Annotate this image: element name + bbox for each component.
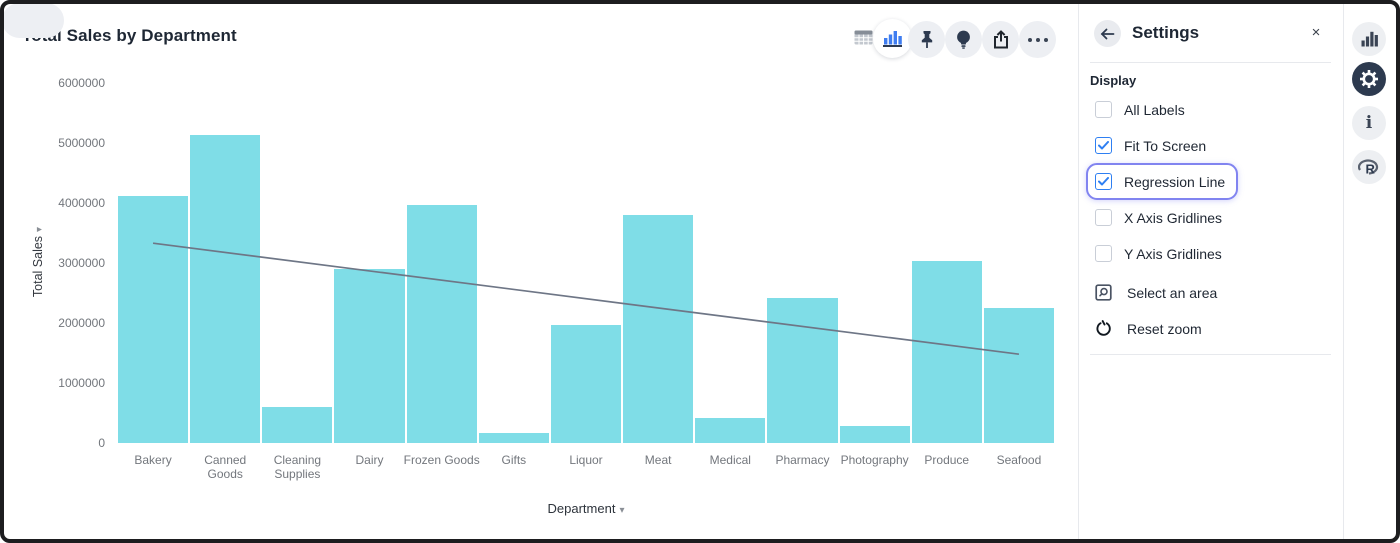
reset-zoom-button[interactable]: Reset zoom [1095,320,1202,337]
x-axis-title-text: Department [547,501,616,516]
info-panel-button[interactable]: i [1352,106,1386,140]
bar-liquor[interactable] [550,324,622,443]
chart-panel-button[interactable] [1352,22,1386,56]
settings-footer-divider [1090,354,1331,355]
settings-panel-title: Settings [1132,23,1200,42]
chart-icon [1361,31,1378,47]
x-tick-label: Frozen Goods [403,453,480,467]
x-tick-label: Liquor [569,453,603,467]
bar-cleaning-supplies[interactable] [262,407,333,443]
x-tick-label: Canned Goods [204,453,247,481]
pin-icon [921,31,932,48]
x-tick-label: Dairy [355,453,384,467]
x-tick-label: Produce [924,453,970,467]
caret-down-icon: ▾ [619,505,625,516]
ellipsis-icon [1027,37,1048,42]
y-tick-label: 5000000 [58,136,105,150]
bar-produce[interactable] [911,261,982,443]
info-icon: i [1365,113,1373,133]
bar-pharmacy[interactable] [767,297,838,443]
y-tick-label: 0 [98,436,105,450]
x-tick-label: Gifts [501,453,527,467]
bar-chart-icon [883,31,902,47]
strip-divider [1343,4,1344,539]
x-tick-label: Bakery [134,453,172,467]
lightbulb-icon [957,30,970,49]
caret-down-icon: ▾ [34,226,45,232]
view-toggle [2,3,64,38]
bar-canned-goods[interactable] [190,135,261,443]
panel-divider [1078,4,1079,539]
checkbox-label: Regression Line [1124,173,1226,190]
select-area-button[interactable]: Select an area [1095,284,1217,301]
share-button[interactable] [982,21,1019,58]
checkbox-checked[interactable] [1095,137,1112,154]
reset-zoom-icon [1096,320,1111,336]
checkbox-unchecked[interactable] [1095,209,1112,226]
checkbox-checked[interactable] [1095,173,1112,190]
bar-seafood[interactable] [983,308,1054,443]
close-panel-button[interactable]: × [1311,23,1321,41]
checkbox-row-fit-to-screen[interactable]: Fit To Screen [1095,137,1206,154]
arrow-left-icon [1100,28,1115,39]
pin-button[interactable] [908,21,945,58]
bar-dairy[interactable] [334,269,405,443]
checkbox-row-regression-line[interactable]: Regression Line [1085,163,1239,200]
bar-gifts[interactable] [478,433,549,443]
checkbox-row-all-labels[interactable]: All Labels [1095,101,1185,118]
svg-text:R: R [1366,162,1376,177]
insights-button[interactable] [945,21,982,58]
more-options-button[interactable] [1019,21,1056,58]
back-button[interactable] [1094,20,1121,47]
r-panel-button[interactable]: R [1352,150,1386,184]
checkbox-unchecked[interactable] [1095,101,1112,118]
reset-zoom-label: Reset zoom [1127,320,1202,337]
settings-panel-button[interactable] [1352,62,1386,96]
select-area-icon [1095,284,1112,301]
table-view-button[interactable] [848,22,878,52]
checkbox-label: Fit To Screen [1124,137,1207,154]
checkmark-icon [1098,141,1109,150]
display-section-label: Display [1090,73,1137,88]
x-tick-label: Cleaning Supplies [273,453,322,481]
chart-title: Total Sales by Department [22,26,237,45]
checkbox-row-x-axis-gridlines[interactable]: X Axis Gridlines [1095,209,1222,226]
checkbox-row-y-axis-gridlines[interactable]: Y Axis Gridlines [1095,245,1222,262]
bar-photography[interactable] [839,425,910,443]
table-icon [853,30,873,45]
bar-meat[interactable] [623,215,694,443]
y-tick-label: 2000000 [58,316,105,330]
r-logo-icon: R [1358,159,1379,177]
y-tick-label: 3000000 [58,256,105,270]
checkbox-label: All Labels [1124,101,1185,118]
y-tick-label: 6000000 [58,76,105,90]
checkbox-unchecked[interactable] [1095,245,1112,262]
x-axis-title[interactable]: Department ▾ [526,501,646,516]
chart-view-button[interactable] [873,19,912,58]
settings-gear-icon [1360,70,1378,88]
bar-medical[interactable] [695,417,766,443]
y-tick-label: 4000000 [58,196,105,210]
checkbox-label: X Axis Gridlines [1124,209,1223,226]
select-area-label: Select an area [1127,284,1218,301]
settings-header-divider [1090,62,1331,63]
x-tick-label: Pharmacy [775,453,830,467]
x-tick-label: Photography [840,453,909,467]
bar-frozen-goods[interactable] [406,204,477,443]
y-tick-label: 1000000 [58,376,105,390]
bar-bakery[interactable] [118,195,189,443]
x-tick-label: Medical [709,453,751,467]
share-icon [993,30,1008,49]
x-tick-label: Seafood [996,453,1042,467]
checkmark-icon [1098,177,1109,186]
x-tick-label: Meat [644,453,672,467]
checkbox-label: Y Axis Gridlines [1124,245,1222,262]
